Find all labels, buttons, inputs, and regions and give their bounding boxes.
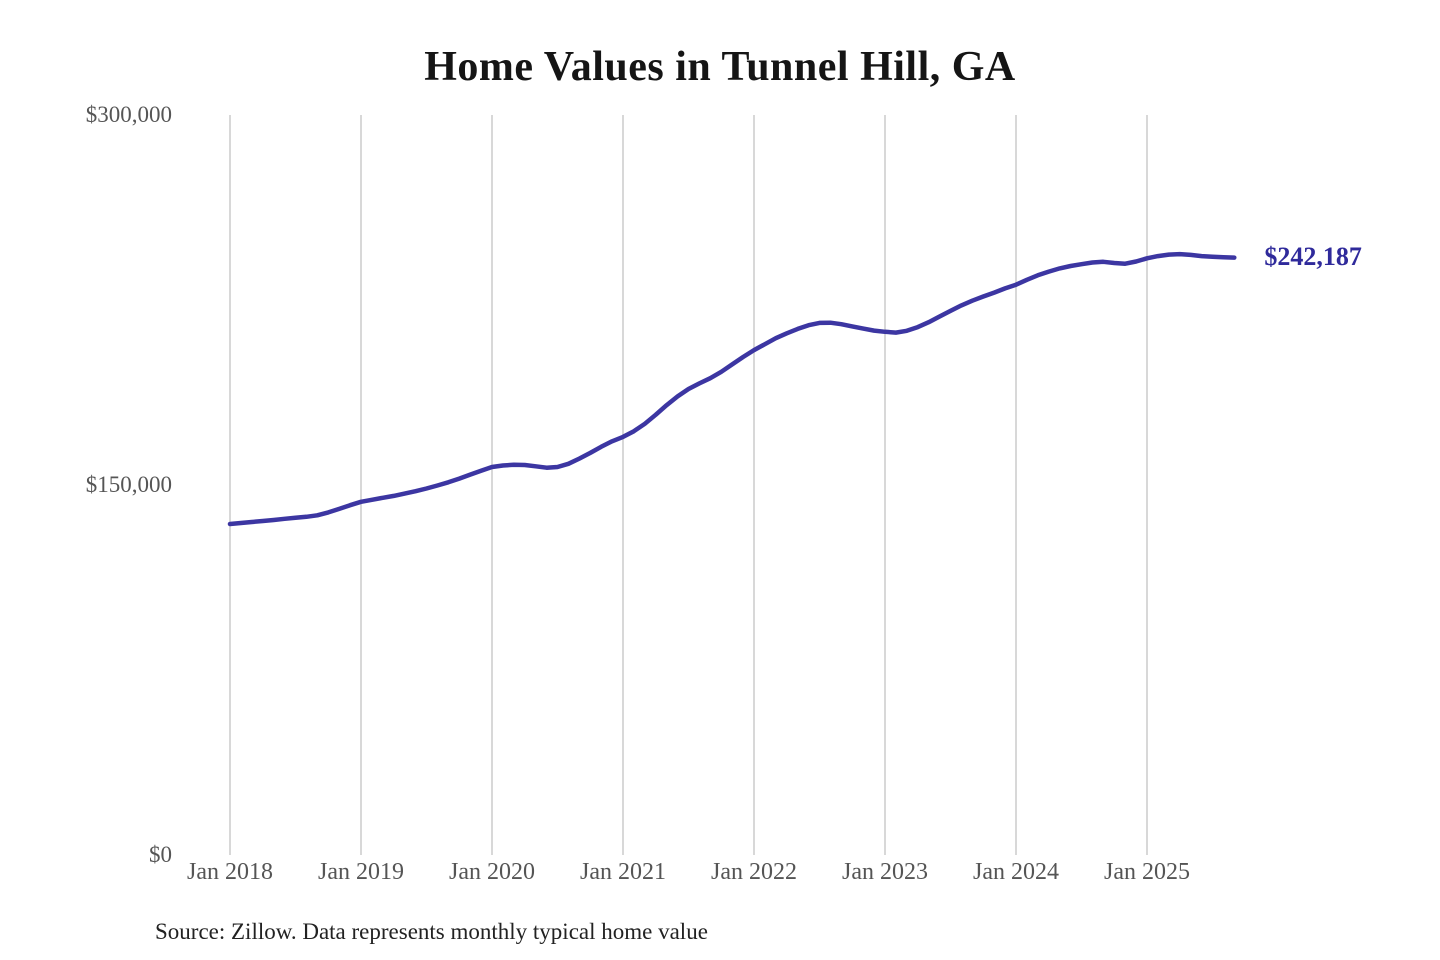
x-axis-tick-label: Jan 2021 bbox=[580, 859, 666, 885]
x-axis-tick-label: Jan 2020 bbox=[449, 859, 535, 885]
x-axis-tick-label: Jan 2024 bbox=[973, 859, 1059, 885]
x-axis-tick-label: Jan 2018 bbox=[187, 859, 273, 885]
chart-title: Home Values in Tunnel Hill, GA bbox=[424, 44, 1016, 90]
x-axis-tick-label: Jan 2019 bbox=[318, 859, 404, 885]
home-value-line bbox=[227, 251, 1237, 527]
x-axis-tick-label: Jan 2022 bbox=[711, 859, 797, 885]
y-axis-tick-label: $150,000 bbox=[85, 472, 172, 497]
y-axis-tick-label: $300,000 bbox=[85, 102, 172, 127]
source-note: Source: Zillow. Data represents monthly … bbox=[155, 919, 708, 944]
y-axis-tick-label: $0 bbox=[149, 842, 172, 867]
x-axis-tick-label: Jan 2023 bbox=[842, 859, 928, 885]
current-value-label: $242,187 bbox=[1264, 241, 1362, 271]
x-axis-tick-label: Jan 2025 bbox=[1104, 859, 1190, 885]
